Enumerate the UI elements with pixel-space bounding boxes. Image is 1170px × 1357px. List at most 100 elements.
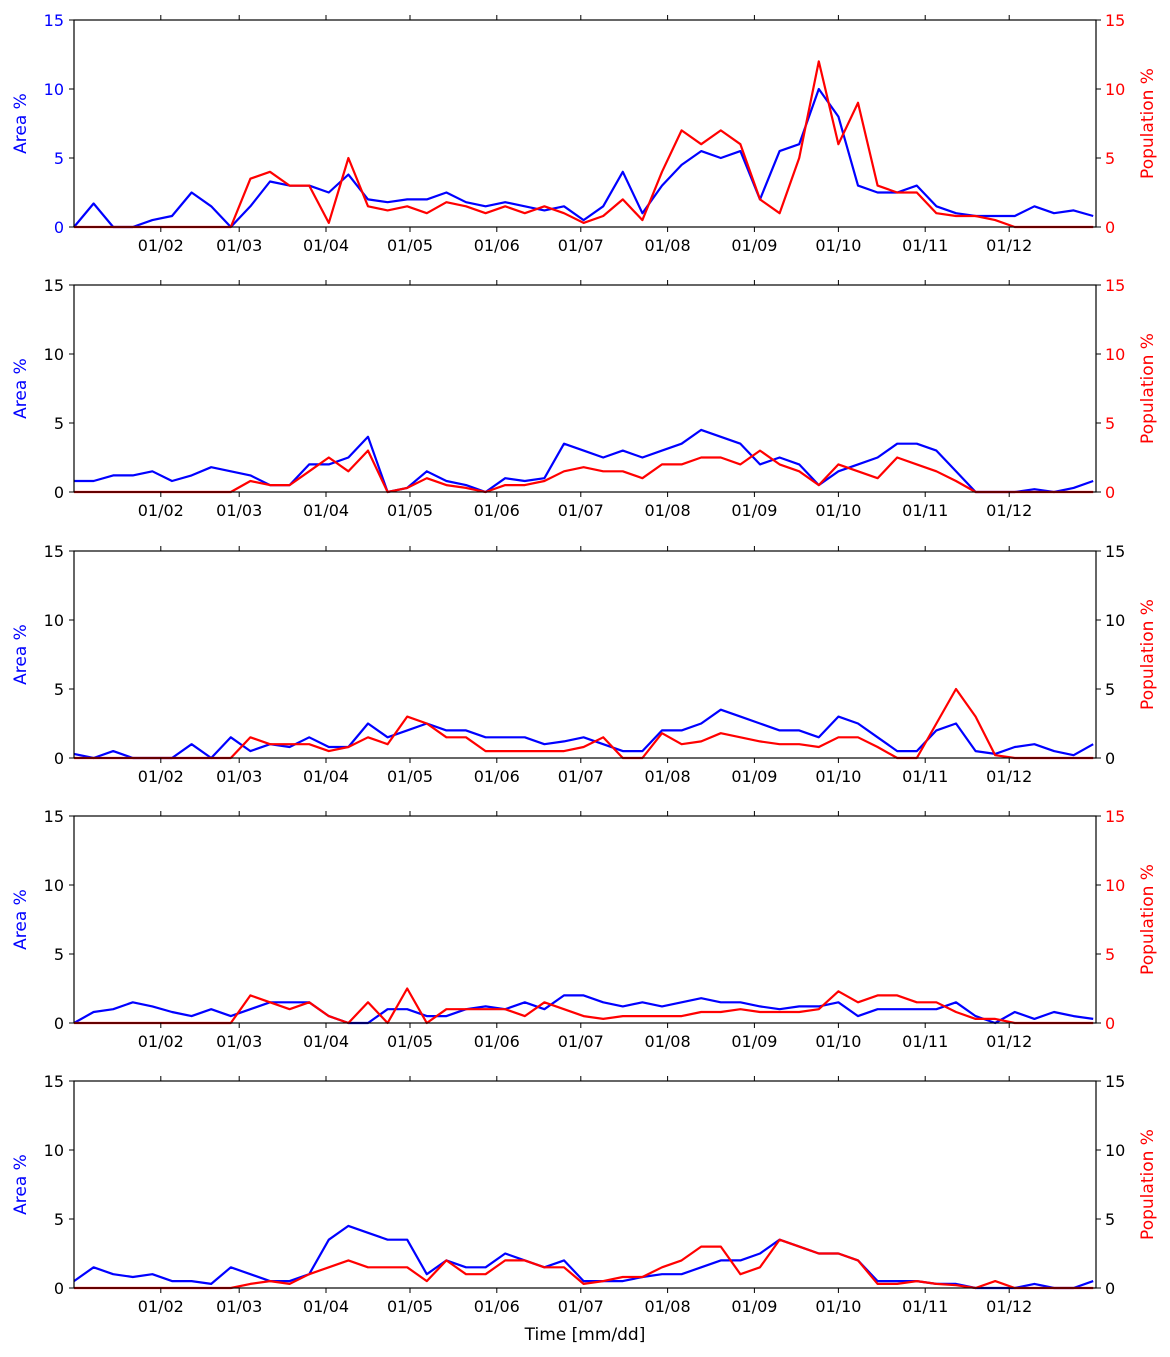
y-right-axis-label: Population %: [1138, 864, 1158, 975]
plot-frame: [73, 1080, 1097, 1289]
y-right-tick-label: 0: [1105, 749, 1115, 768]
y-right-tick-label: 5: [1105, 680, 1115, 699]
y-right-tick-label: 15: [1105, 11, 1125, 30]
x-tick-label: 01/03: [216, 236, 262, 255]
population-series-line: [74, 987, 1094, 1025]
y-left-tick-label: 5: [54, 414, 64, 433]
x-tick-label: 01/10: [815, 767, 861, 786]
x-tick-label: 01/12: [986, 1297, 1032, 1316]
x-tick-label: 01/05: [387, 236, 433, 255]
y-left-axis-label: Area %: [11, 1154, 31, 1215]
x-tick-label: 01/09: [731, 1032, 777, 1051]
y-left-tick-label: 10: [44, 876, 64, 895]
area-series-line: [73, 87, 1094, 229]
x-tick-label: 01/03: [216, 767, 262, 786]
y-right-axis-label: Population %: [1138, 333, 1158, 444]
y-left-tick-label: 0: [54, 1014, 64, 1033]
y-right-tick-label: 10: [1105, 1141, 1125, 1160]
x-tick-label: 01/08: [645, 501, 691, 520]
x-tick-label: 01/11: [902, 1297, 948, 1316]
y-right-tick-label: 10: [1105, 345, 1125, 364]
y-left-tick-label: 5: [54, 945, 64, 964]
x-tick-label: 01/12: [986, 1032, 1032, 1051]
x-tick-label: 01/09: [731, 501, 777, 520]
x-tick-label: 01/02: [138, 1032, 184, 1051]
area-series-line: [73, 1224, 1094, 1290]
x-tick-label: 01/09: [731, 236, 777, 255]
y-left-tick-label: 5: [54, 149, 64, 168]
panel-1: 01/02 01/03 01/04 01/05 01/06 01/07 01/08 01/09…: [11, 11, 1158, 255]
y-left-tick-label: 10: [44, 611, 64, 630]
y-right-tick-label: 5: [1105, 1210, 1115, 1229]
x-tick-label: 01/07: [558, 1032, 604, 1051]
y-left-tick-label: 5: [54, 1210, 64, 1229]
x-tick-label: 01/03: [216, 1032, 262, 1051]
x-tick-label: 01/07: [558, 501, 604, 520]
x-tick-label: 01/04: [303, 501, 349, 520]
y-right-tick-label: 0: [1105, 1014, 1115, 1033]
y-left-tick-label: 15: [44, 807, 64, 826]
y-right-tick-label: 15: [1105, 276, 1125, 295]
plot-frame: [73, 284, 1097, 493]
plot-frame: [73, 19, 1097, 228]
plot-frame: [73, 815, 1097, 1024]
y-left-tick-label: 0: [54, 483, 64, 502]
panel-3: 01/02 01/03 01/04 01/05 01/06 01/07 01/08 01/09…: [11, 542, 1158, 786]
y-left-tick-label: 10: [44, 80, 64, 99]
x-tick-label: 01/04: [303, 767, 349, 786]
y-right-tick-label: 15: [1105, 1072, 1125, 1091]
panel-2: 01/02 01/03 01/04 01/05 01/06 01/07 01/08 01/09…: [11, 276, 1158, 520]
y-right-tick-label: 10: [1105, 80, 1125, 99]
y-left-axis-label: Area %: [11, 93, 31, 154]
x-tick-label: 01/08: [645, 1297, 691, 1316]
y-right-axis-label: Population %: [1138, 599, 1158, 710]
y-left-tick-label: 15: [44, 11, 64, 30]
x-tick-label: 01/06: [474, 767, 520, 786]
x-tick-label: 01/11: [902, 1032, 948, 1051]
y-left-tick-label: 0: [54, 218, 64, 237]
x-tick-label: 01/04: [303, 1297, 349, 1316]
x-tick-label: 01/02: [138, 1297, 184, 1316]
y-right-tick-label: 5: [1105, 149, 1115, 168]
x-tick-label: 01/07: [558, 767, 604, 786]
y-left-tick-label: 15: [44, 276, 64, 295]
area-series-line: [73, 994, 1094, 1025]
y-right-tick-label: 5: [1105, 945, 1115, 964]
x-tick-label: 01/10: [815, 1032, 861, 1051]
x-tick-label: 01/10: [815, 1297, 861, 1316]
y-left-tick-label: 0: [54, 1279, 64, 1298]
y-left-axis-label: Area %: [11, 358, 31, 419]
x-tick-label: 01/08: [645, 767, 691, 786]
x-tick-label: 01/08: [645, 1032, 691, 1051]
x-tick-label: 01/02: [138, 236, 184, 255]
population-series-line: [74, 449, 1094, 494]
x-tick-label: 01/05: [387, 767, 433, 786]
y-right-axis-label: Population %: [1138, 1129, 1158, 1240]
plot-frame: [73, 550, 1097, 759]
area-series-line: [74, 428, 1094, 494]
x-tick-label: 01/09: [731, 1297, 777, 1316]
x-tick-label: 01/06: [474, 236, 520, 255]
x-tick-label: 01/02: [138, 501, 184, 520]
panel-5: 01/02 01/03 01/04 01/05 01/06 01/07 01/08 01/09…: [11, 1072, 1158, 1316]
population-series-line: [74, 60, 1094, 229]
area-series-line: [73, 708, 1094, 760]
x-tick-label: 01/03: [216, 1297, 262, 1316]
x-tick-label: 01/07: [558, 1297, 604, 1316]
x-tick-label: 01/05: [387, 1297, 433, 1316]
x-tick-label: 01/11: [902, 236, 948, 255]
x-tick-label: 01/07: [558, 236, 604, 255]
population-series-line: [74, 687, 1094, 760]
x-tick-label: 01/02: [138, 767, 184, 786]
y-left-axis-label: Area %: [11, 889, 31, 950]
x-tick-label: 01/06: [474, 1297, 520, 1316]
x-tick-label: 01/05: [387, 1032, 433, 1051]
x-tick-label: 01/04: [303, 1032, 349, 1051]
x-tick-label: 01/10: [815, 501, 861, 520]
y-left-tick-label: 15: [44, 542, 64, 561]
x-tick-label: 01/09: [731, 767, 777, 786]
panel-4: 01/02 01/03 01/04 01/05 01/06 01/07 01/08 01/09…: [11, 807, 1158, 1051]
y-right-tick-label: 0: [1105, 483, 1115, 502]
y-right-tick-label: 15: [1105, 807, 1125, 826]
